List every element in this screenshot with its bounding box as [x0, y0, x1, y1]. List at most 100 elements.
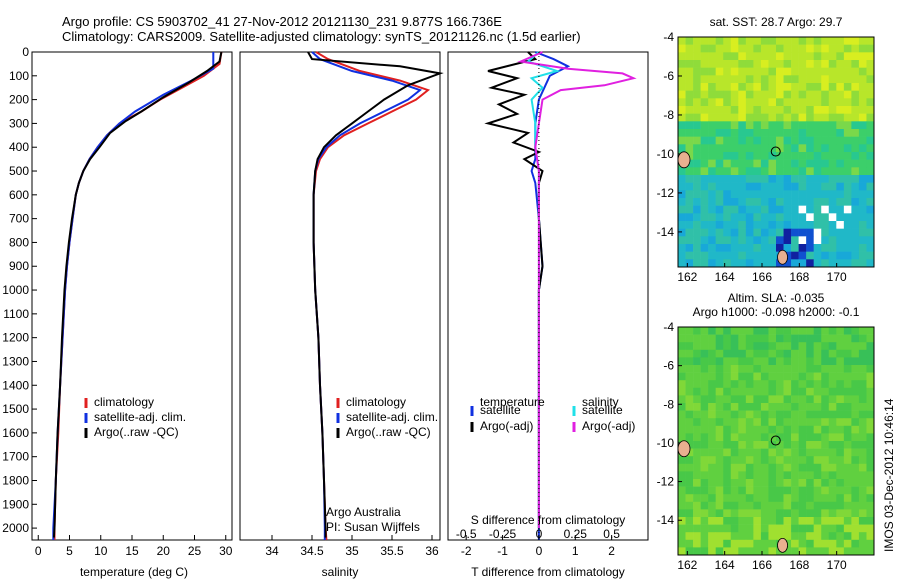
sla-map-cell	[708, 365, 716, 373]
sst-map-cell	[708, 98, 716, 107]
sst-map-cell	[745, 52, 754, 61]
sla-map-cell	[798, 334, 807, 343]
sst-map-cell	[798, 259, 807, 268]
sst-map-cell	[836, 60, 845, 68]
sla-map-cell	[783, 357, 792, 366]
sst-map-cell	[843, 182, 852, 191]
sla-map-cell	[851, 357, 860, 366]
sst-map-cell	[768, 251, 777, 260]
sst-map-cell	[760, 251, 769, 260]
sst-map-cell	[798, 37, 807, 45]
sla-map-cell	[678, 539, 686, 548]
sst-map-cell	[828, 182, 837, 191]
sla-map-cell	[791, 463, 799, 472]
sst-map-cell	[843, 60, 852, 68]
sla-map-cell	[768, 547, 777, 556]
sla-map-cell	[798, 418, 807, 427]
sla-map-cell	[866, 501, 875, 510]
sst-map-cell	[753, 182, 762, 191]
sst-map-cell	[836, 90, 845, 99]
sst-map-cell	[843, 228, 852, 237]
sst-map-cell	[843, 121, 852, 130]
sst-map-cell	[700, 236, 709, 245]
sst-map-cell	[776, 67, 784, 76]
sla-map-cell	[745, 387, 754, 396]
sst-map-cell	[700, 190, 709, 199]
sla-map-cell	[843, 365, 852, 373]
sst-map-cell	[836, 129, 845, 137]
depth-ytick-label: 600	[9, 188, 29, 202]
sst-map-cell	[760, 113, 769, 122]
sst-map-cell	[685, 182, 694, 191]
sst-map-cell	[798, 144, 807, 153]
sla-map-cell	[715, 403, 724, 411]
sla-map-cell	[745, 349, 754, 358]
sla-map-cell	[715, 471, 724, 480]
sla-map-cell	[843, 456, 852, 465]
sla-map-cell	[798, 327, 807, 335]
sst-map-cell	[821, 67, 830, 76]
difference-stick-label: 0.25	[564, 527, 588, 541]
sla-map-cell	[776, 334, 784, 343]
sst-map-cell	[760, 129, 769, 137]
sst-map-cell	[693, 83, 701, 91]
sla-map-cell	[678, 501, 686, 510]
sst-map-cell	[858, 37, 867, 45]
sst-map-cell	[768, 182, 777, 191]
sst-map-cell	[843, 221, 852, 229]
temperature-legend: climatology satellite-adj. clim. Argo(..…	[84, 395, 186, 439]
sla-map-cell	[828, 403, 837, 411]
sst-map-cell	[723, 251, 732, 260]
sla-map-cell	[858, 372, 867, 381]
salinity-xtick-label: 34.5	[300, 544, 324, 558]
sla-map-cell	[806, 433, 814, 442]
sla-map-cell	[708, 486, 716, 495]
sst-map-cell	[738, 205, 747, 214]
sla-map-cell	[798, 509, 807, 518]
sla-map-cell	[730, 448, 739, 457]
sst-map-cell	[693, 121, 701, 130]
sst-map-cell	[836, 167, 845, 176]
sst-map-cell	[798, 190, 807, 199]
sst-map-cell	[745, 228, 754, 237]
sst-map-cell	[753, 98, 762, 107]
sst-map-cell	[700, 259, 709, 268]
salinity-series-argo	[307, 51, 444, 538]
sla-map-cell	[843, 509, 852, 518]
sst-map-cell	[708, 129, 716, 137]
sla-map-cell	[843, 425, 852, 434]
sla-map-cell	[760, 418, 769, 427]
sla-map-cell	[723, 524, 732, 533]
sla-map-cell	[693, 463, 701, 472]
sst-map-cell	[738, 121, 747, 130]
sla-map-cell	[760, 403, 769, 411]
sla-map-cell	[753, 532, 762, 541]
sst-map-cell	[768, 75, 777, 84]
sst-map-cell	[843, 152, 852, 160]
sla-map-cell	[760, 486, 769, 495]
sst-map-cell	[791, 90, 799, 99]
sst-map-cell	[806, 83, 814, 91]
sla-map-cell	[776, 486, 784, 495]
sla-map-cell	[836, 327, 845, 335]
sst-map-cell	[715, 44, 724, 53]
sst-map-cell	[700, 67, 709, 76]
sst-map-cell	[723, 98, 732, 107]
sst-map-cell	[693, 98, 701, 107]
sla-map-cell	[723, 463, 732, 472]
sla-map-cell	[730, 395, 739, 404]
sst-map-cell	[723, 129, 732, 137]
sst-map-cell	[753, 159, 762, 168]
sla-map-cell	[866, 395, 875, 404]
sla-map-cell	[715, 539, 724, 548]
sla-map-argo-marker	[770, 435, 781, 446]
sst-map-cell	[836, 52, 845, 61]
sla-map-cell	[730, 410, 739, 419]
sla-map-cell	[791, 501, 799, 510]
difference-stick-label: -0.25	[489, 527, 517, 541]
sla-map-cell	[866, 410, 875, 419]
sst-map-cell	[715, 236, 724, 245]
sla-map-cell	[723, 387, 732, 396]
sla-map-cell	[813, 509, 822, 518]
sla-map-cell	[768, 456, 777, 465]
